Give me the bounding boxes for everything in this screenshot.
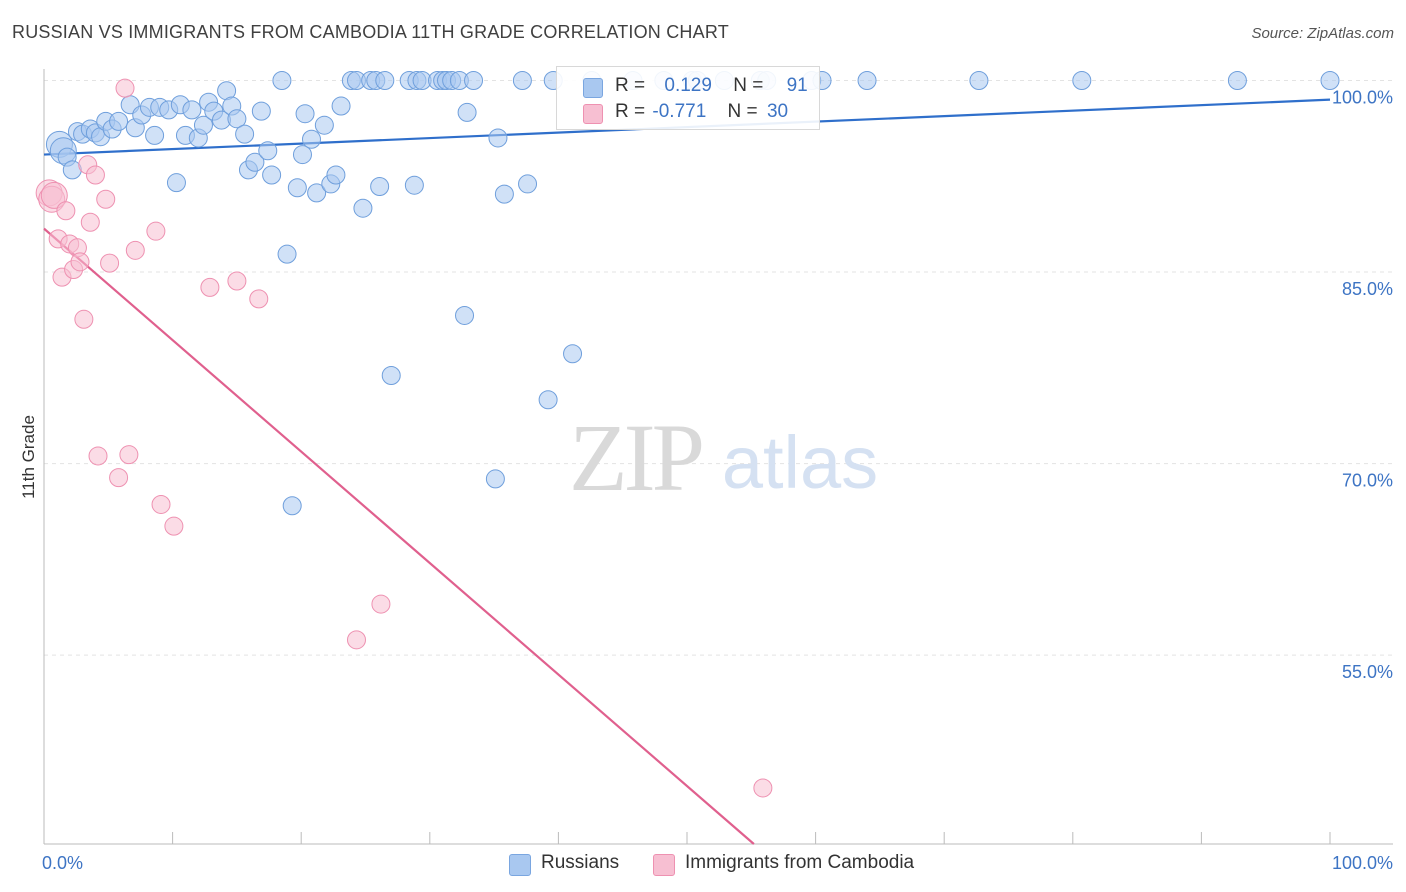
legend-swatch-cambodia — [583, 104, 603, 124]
legend-label-russians: Russians — [541, 852, 620, 873]
legend-r-label: R = — [615, 101, 646, 122]
cambodia-point — [80, 212, 100, 232]
russians-point — [272, 71, 292, 90]
cambodia-point — [70, 252, 90, 272]
watermark-atlas: atlas — [722, 421, 878, 504]
legend-n-value: 30 — [766, 101, 789, 122]
x-tick-label-1: 100.0% — [1332, 853, 1393, 873]
cambodia-point — [56, 201, 76, 221]
russians-point — [314, 115, 334, 135]
russians-point — [969, 71, 989, 90]
russians-point — [193, 115, 213, 135]
legend-r-label: R = — [615, 75, 646, 96]
cambodia-point — [146, 221, 166, 241]
russians-point — [109, 111, 129, 131]
y-tick-label-3: 55.0% — [1342, 662, 1393, 682]
russians-point — [512, 71, 532, 90]
cambodia-point — [249, 289, 269, 309]
cambodia-point — [109, 468, 129, 488]
cambodia-point — [753, 778, 773, 798]
russians-point — [1072, 71, 1092, 90]
cambodia-point — [125, 240, 145, 260]
russians-point — [145, 125, 165, 145]
russians-point — [370, 176, 390, 196]
y-tick-labels: 100.0% 85.0% 70.0% 55.0% — [1332, 88, 1393, 683]
legend-label-cambodia: Immigrants from Cambodia — [685, 852, 915, 873]
legend-r-value: -0.771 — [652, 101, 707, 122]
russians-point — [485, 469, 505, 489]
cambodia-point — [371, 594, 391, 614]
russians-point — [1227, 71, 1247, 90]
russians-point — [455, 305, 475, 325]
russians-point — [857, 71, 877, 90]
russians-point — [295, 104, 315, 124]
watermark: ZIP atlas — [569, 404, 878, 511]
axes — [43, 69, 1393, 845]
russians-point — [277, 244, 297, 264]
y-tick-label-0: 100.0% — [1332, 88, 1393, 108]
cambodia-point — [346, 630, 366, 650]
legend-r-value: 0.129 — [664, 75, 712, 96]
russians-point — [375, 71, 395, 90]
cambodia-point — [96, 189, 116, 209]
russians-point — [563, 344, 583, 364]
cambodia-point — [164, 516, 184, 536]
russians-point — [488, 128, 508, 148]
russians-point — [227, 109, 247, 129]
russians-point — [262, 165, 282, 185]
x-tick-labels: 0.0% 100.0% — [42, 853, 1393, 873]
cambodia-point — [200, 277, 220, 297]
russians-point — [235, 124, 255, 144]
russians-point — [166, 173, 186, 193]
cambodia-point — [88, 446, 108, 466]
legend-n-label: N = — [733, 75, 764, 96]
watermark-zip: ZIP — [569, 404, 702, 511]
russians-point — [457, 102, 477, 122]
russians-point — [245, 152, 265, 172]
russians-point — [538, 390, 558, 410]
y-tick-label-2: 70.0% — [1342, 471, 1393, 491]
russians-point — [251, 101, 271, 121]
legend-swatch-russians — [509, 854, 531, 876]
russians-point — [381, 365, 401, 385]
russians-point — [182, 100, 202, 120]
x-tick-label-0: 0.0% — [42, 853, 83, 873]
legend-n-label: N = — [727, 101, 758, 122]
russians-point — [292, 145, 312, 165]
russians-point — [282, 496, 302, 516]
russians-point — [258, 141, 278, 161]
stats-legend: R = 0.129 N = 91 R = -0.771 N = 30 — [556, 66, 820, 130]
series-legend: Russians Immigrants from Cambodia — [0, 851, 1406, 879]
source-label: Source: ZipAtlas.com — [1251, 25, 1394, 42]
russians-point — [518, 174, 538, 194]
russians-point — [353, 198, 373, 218]
chart-title: RUSSIAN VS IMMIGRANTS FROM CAMBODIA 11TH… — [12, 22, 729, 42]
russians-point — [307, 183, 327, 203]
legend-swatch-cambodia — [653, 854, 675, 876]
russians-point — [287, 178, 307, 198]
russians-point — [464, 71, 484, 90]
legend-n-value: 91 — [786, 75, 808, 96]
cambodia-point — [151, 494, 171, 514]
cambodia-point — [74, 309, 94, 329]
cambodia-point — [227, 271, 247, 291]
cambodia-point — [40, 181, 68, 209]
russians-point — [331, 96, 351, 116]
legend-swatch-russians — [583, 78, 603, 98]
cambodia-point — [119, 445, 139, 465]
cambodia-point — [85, 165, 105, 185]
cambodia-point — [115, 78, 135, 98]
russians-point — [301, 129, 321, 149]
cambodia-point — [100, 253, 120, 273]
russians-point — [494, 184, 514, 204]
russians-point — [404, 175, 424, 195]
russians-point — [1320, 71, 1340, 90]
y-tick-label-1: 85.0% — [1342, 279, 1393, 299]
cambodia-trend-line — [43, 227, 755, 845]
y-axis-title: 11th Grade — [19, 415, 38, 499]
russians-point — [326, 165, 346, 185]
